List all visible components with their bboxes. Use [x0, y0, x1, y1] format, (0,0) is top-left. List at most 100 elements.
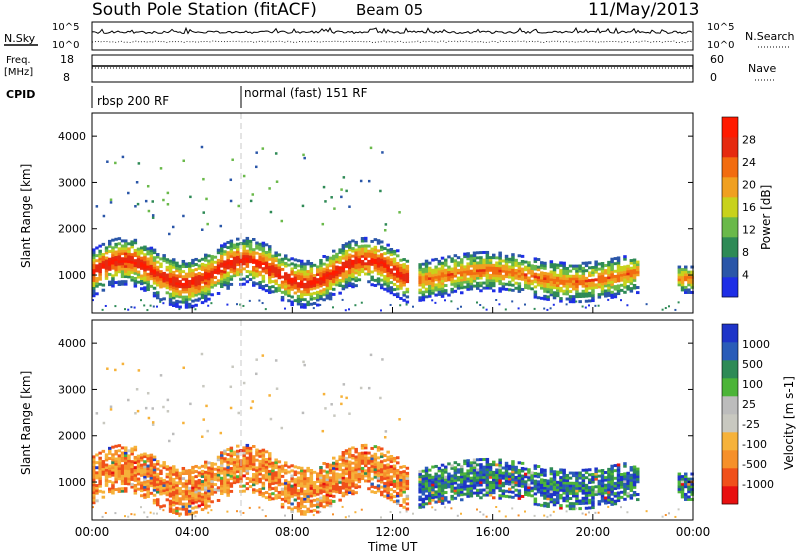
velocity-cell [562, 471, 566, 475]
power-cell [367, 270, 371, 274]
velocity-cell [575, 474, 579, 478]
velocity-cell [482, 493, 486, 497]
velocity-cell [677, 477, 682, 481]
velocity-cell [338, 498, 342, 502]
power-cell [92, 248, 96, 252]
power-cell [258, 258, 262, 261]
velocity-cell [181, 497, 186, 501]
power-cell [204, 266, 208, 270]
velocity-cell [543, 478, 547, 482]
velocity-cell [309, 476, 314, 480]
power-cell [562, 261, 566, 265]
velocity-cell [354, 486, 358, 490]
power-cell [178, 274, 182, 278]
velocity-cell [194, 487, 198, 491]
power-cell [540, 273, 544, 277]
power-cell [117, 237, 122, 241]
power-cell [485, 256, 490, 260]
velocity-cell [572, 502, 576, 506]
power-cell [549, 265, 554, 269]
power-cell [386, 281, 390, 285]
velocity-cell [604, 491, 608, 495]
velocity-cell [690, 482, 694, 486]
velocity-cell [229, 472, 234, 476]
power-cell [229, 247, 234, 251]
velocity-cell [242, 511, 245, 514]
power-cell [364, 252, 368, 256]
velocity-cell [114, 472, 118, 476]
power-cell [143, 248, 147, 252]
velocity-cell [104, 455, 109, 459]
velocity-cell [383, 471, 387, 475]
power-cell [312, 291, 317, 295]
power-cell [380, 265, 384, 269]
colorbar-segment [722, 342, 738, 361]
velocity-cell [223, 477, 227, 481]
power-cell [344, 270, 349, 274]
velocity-cell [127, 459, 131, 463]
power-cell [588, 266, 592, 270]
velocity-cell [492, 483, 496, 487]
velocity-cell [95, 471, 99, 475]
velocity-cell [370, 446, 374, 450]
power-cell [674, 308, 677, 311]
power-cell [424, 259, 429, 263]
velocity-cell [248, 477, 253, 481]
power-cell [168, 277, 173, 281]
power-cell [584, 284, 589, 288]
power-cell [341, 246, 346, 250]
power-cell [268, 262, 272, 266]
velocity-cell [431, 475, 435, 479]
power-cell [255, 266, 259, 270]
power-cell [687, 278, 691, 282]
velocity-cell [275, 387, 279, 390]
velocity-cell [104, 483, 109, 487]
velocity-cell [376, 464, 381, 467]
power-cell [220, 244, 224, 248]
colorbar-tick-label: 8 [742, 246, 749, 259]
velocity-cell [517, 479, 522, 483]
power-cell [261, 251, 266, 255]
velocity-cell [172, 485, 176, 489]
velocity-cell [399, 470, 403, 474]
velocity-cell [264, 465, 269, 469]
power-cell [341, 279, 346, 283]
velocity-cell [300, 492, 304, 496]
power-cell [194, 291, 198, 294]
velocity-cell [168, 499, 173, 503]
velocity-cell [460, 467, 464, 471]
velocity-cell [399, 478, 403, 482]
power-cell [428, 261, 432, 265]
velocity-cell [293, 473, 298, 476]
velocity-cell [210, 469, 214, 473]
power-cell [428, 287, 432, 291]
power-cell [466, 254, 470, 258]
velocity-cell [191, 488, 195, 492]
velocity-cell [476, 476, 480, 480]
velocity-cell [552, 490, 557, 494]
velocity-cell [207, 497, 211, 501]
power-cell [424, 264, 429, 268]
power-cell [447, 293, 451, 297]
velocity-cell [460, 477, 464, 481]
velocity-cell [348, 455, 352, 459]
power-cell [133, 238, 138, 242]
velocity-cell [607, 478, 611, 482]
power-cell [613, 262, 618, 266]
power-cell [562, 266, 566, 270]
power-cell [575, 290, 579, 294]
velocity-cell [492, 478, 496, 482]
velocity-cell [530, 473, 534, 477]
power-cell [342, 176, 346, 179]
power-cell [600, 279, 605, 283]
power-cell [386, 269, 390, 273]
velocity-cell [588, 480, 592, 484]
power-cell [466, 270, 470, 273]
velocity-cell [104, 453, 109, 457]
power-cell [287, 278, 291, 282]
power-cell [312, 281, 317, 285]
velocity-cell [341, 471, 346, 475]
velocity-cell [204, 481, 208, 484]
power-cell [152, 248, 157, 252]
